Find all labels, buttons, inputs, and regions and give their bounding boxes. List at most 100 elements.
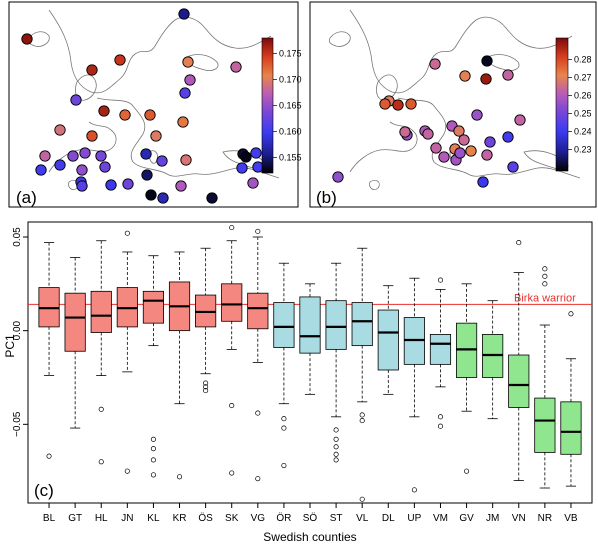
- colorbar-tick-label: 0.27: [574, 73, 592, 83]
- map-point: [247, 177, 259, 189]
- map-point: [477, 176, 489, 188]
- outlier-point: [281, 462, 287, 469]
- panel-a-colorbar: [261, 37, 274, 174]
- map-point: [240, 151, 252, 163]
- x-tick-label-4: KL: [147, 513, 160, 524]
- colorbar-tick-label: 0.26: [574, 91, 592, 101]
- map-point: [236, 162, 248, 174]
- map-point: [67, 150, 79, 162]
- panel-b: 0.23 0.24 0.25 0.26 0.27 0.28 (b): [309, 1, 597, 208]
- x-tick-label-19: NR: [538, 513, 552, 524]
- map-point: [438, 151, 450, 163]
- outlier-point: [359, 412, 365, 418]
- outlier-point: [359, 496, 365, 502]
- box-NR: [534, 266, 556, 489]
- x-tick-label-13: DL: [382, 513, 395, 524]
- colorbar-tick-label: 0.160: [279, 126, 302, 136]
- map-point: [252, 161, 264, 173]
- outlier-point: [333, 444, 339, 450]
- box-body: [429, 333, 452, 365]
- map-point: [480, 73, 492, 85]
- map-point: [206, 192, 218, 204]
- colorbar-tick-label: 0.28: [574, 55, 592, 65]
- panel-a-frame: [8, 1, 299, 208]
- outlier-point: [333, 436, 339, 442]
- x-tick-label-10: SÖ: [303, 512, 318, 524]
- y-tick-label: −0.05: [12, 411, 23, 437]
- box-JN: [116, 230, 138, 474]
- outlier-point: [150, 446, 156, 452]
- colorbar-tick-label: 0.23: [574, 144, 592, 154]
- colorbar-tick-label: 0.170: [279, 75, 302, 85]
- outlier-point: [176, 474, 183, 480]
- map-point: [156, 155, 168, 167]
- outlier-point: [437, 423, 444, 429]
- map-point: [250, 147, 262, 159]
- box-ST: [325, 262, 347, 463]
- map-point: [140, 148, 152, 160]
- map-point: [21, 33, 33, 45]
- map-point: [422, 128, 434, 140]
- x-tick-label-11: ST: [330, 513, 343, 524]
- box-body: [351, 302, 373, 347]
- box-body: [247, 292, 269, 330]
- y-tick-label: 0.05: [12, 227, 23, 247]
- box-body: [534, 397, 556, 453]
- x-tick-label-2: HL: [95, 513, 108, 524]
- x-tick-label-20: VB: [564, 513, 578, 524]
- map-point: [481, 149, 493, 161]
- map-point: [484, 136, 496, 148]
- outlier-point: [203, 388, 209, 394]
- map-point: [471, 109, 483, 121]
- map-point: [54, 124, 66, 136]
- x-axis-label: Swedish counties: [263, 530, 356, 544]
- box-body: [299, 296, 321, 354]
- box-HL: [90, 240, 112, 465]
- map-point: [405, 98, 417, 110]
- map-point: [86, 130, 98, 142]
- outlier-point: [464, 468, 470, 474]
- outlier-point: [333, 457, 339, 463]
- box-JM: [482, 300, 504, 420]
- box-VB: [560, 311, 582, 487]
- box-body: [560, 401, 582, 455]
- x-tick-label-1: GT: [68, 513, 82, 524]
- box-body: [90, 290, 112, 333]
- x-tick-label-15: VM: [433, 513, 448, 524]
- box-VN: [508, 240, 530, 481]
- outlier-point: [150, 472, 156, 478]
- box-series: [38, 225, 582, 502]
- box-ÖS: [195, 247, 217, 394]
- outlier-point: [281, 425, 287, 431]
- panel-a-colorbar-ticks: 0.155 0.160 0.165 0.170 0.175: [273, 49, 302, 162]
- outlier-point: [124, 230, 130, 236]
- outlier-point: [124, 468, 130, 474]
- reference-line-label: Birka warrior: [514, 292, 576, 304]
- box-body: [377, 309, 399, 371]
- map-point: [175, 180, 187, 192]
- map-point: [514, 114, 526, 126]
- y-axis: −0.05 0.00 0.05: [12, 227, 28, 437]
- outlier-point: [411, 487, 417, 493]
- outlier-point: [542, 273, 548, 279]
- x-tick-label-14: UP: [407, 513, 421, 524]
- panel-b-colorbar-ticks: 0.23 0.24 0.25 0.26 0.27 0.28: [568, 55, 592, 154]
- box-UP: [403, 277, 425, 493]
- y-tick-label: 0.00: [12, 320, 23, 340]
- outlier-point: [46, 453, 52, 459]
- map-point: [453, 125, 465, 137]
- box-body: [64, 292, 86, 352]
- map-point: [430, 142, 442, 154]
- map-point: [184, 74, 196, 86]
- outlier-point: [229, 403, 235, 409]
- map-point: [141, 169, 153, 181]
- outlier-point: [203, 380, 209, 386]
- x-tick-label-5: KR: [173, 513, 187, 524]
- map-point: [178, 8, 190, 20]
- outlier-point: [255, 410, 261, 416]
- map-point: [481, 55, 493, 67]
- x-tick-label-0: BL: [43, 513, 56, 524]
- map-point: [76, 180, 88, 192]
- colorbar-tick-label: 0.165: [279, 101, 302, 111]
- panel-a-points: [21, 8, 264, 204]
